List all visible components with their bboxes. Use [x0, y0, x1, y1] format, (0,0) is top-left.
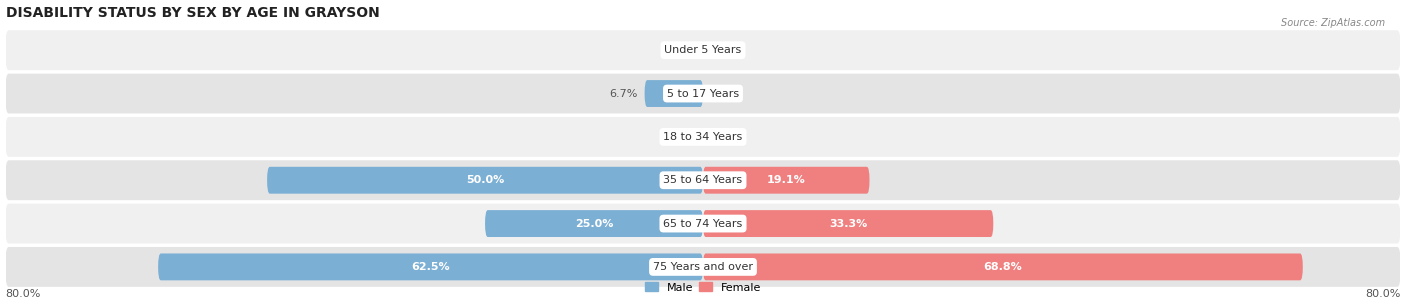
Text: 80.0%: 80.0%	[1365, 289, 1400, 300]
FancyBboxPatch shape	[6, 117, 1400, 157]
Text: 50.0%: 50.0%	[465, 175, 505, 185]
Text: 68.8%: 68.8%	[984, 262, 1022, 272]
FancyBboxPatch shape	[703, 253, 1303, 280]
Text: 75 Years and over: 75 Years and over	[652, 262, 754, 272]
Text: 25.0%: 25.0%	[575, 219, 613, 228]
Text: 5 to 17 Years: 5 to 17 Years	[666, 88, 740, 99]
FancyBboxPatch shape	[6, 74, 1400, 113]
Text: 0.0%: 0.0%	[668, 45, 696, 55]
Text: 0.0%: 0.0%	[710, 132, 738, 142]
Text: 80.0%: 80.0%	[6, 289, 41, 300]
FancyBboxPatch shape	[703, 210, 993, 237]
FancyBboxPatch shape	[485, 210, 703, 237]
Text: 62.5%: 62.5%	[411, 262, 450, 272]
Text: DISABILITY STATUS BY SEX BY AGE IN GRAYSON: DISABILITY STATUS BY SEX BY AGE IN GRAYS…	[6, 5, 380, 20]
FancyBboxPatch shape	[6, 247, 1400, 287]
FancyBboxPatch shape	[644, 80, 703, 107]
FancyBboxPatch shape	[6, 30, 1400, 70]
FancyBboxPatch shape	[6, 160, 1400, 200]
Text: Source: ZipAtlas.com: Source: ZipAtlas.com	[1281, 18, 1385, 28]
Text: Under 5 Years: Under 5 Years	[665, 45, 741, 55]
FancyBboxPatch shape	[157, 253, 703, 280]
Text: 0.0%: 0.0%	[668, 132, 696, 142]
FancyBboxPatch shape	[6, 204, 1400, 243]
Text: 33.3%: 33.3%	[830, 219, 868, 228]
Text: 35 to 64 Years: 35 to 64 Years	[664, 175, 742, 185]
FancyBboxPatch shape	[267, 167, 703, 194]
FancyBboxPatch shape	[703, 167, 869, 194]
Text: 65 to 74 Years: 65 to 74 Years	[664, 219, 742, 228]
Text: 18 to 34 Years: 18 to 34 Years	[664, 132, 742, 142]
Text: 0.0%: 0.0%	[710, 88, 738, 99]
Text: 6.7%: 6.7%	[609, 88, 637, 99]
Legend: Male, Female: Male, Female	[640, 278, 766, 297]
Text: 19.1%: 19.1%	[766, 175, 806, 185]
Text: 0.0%: 0.0%	[710, 45, 738, 55]
